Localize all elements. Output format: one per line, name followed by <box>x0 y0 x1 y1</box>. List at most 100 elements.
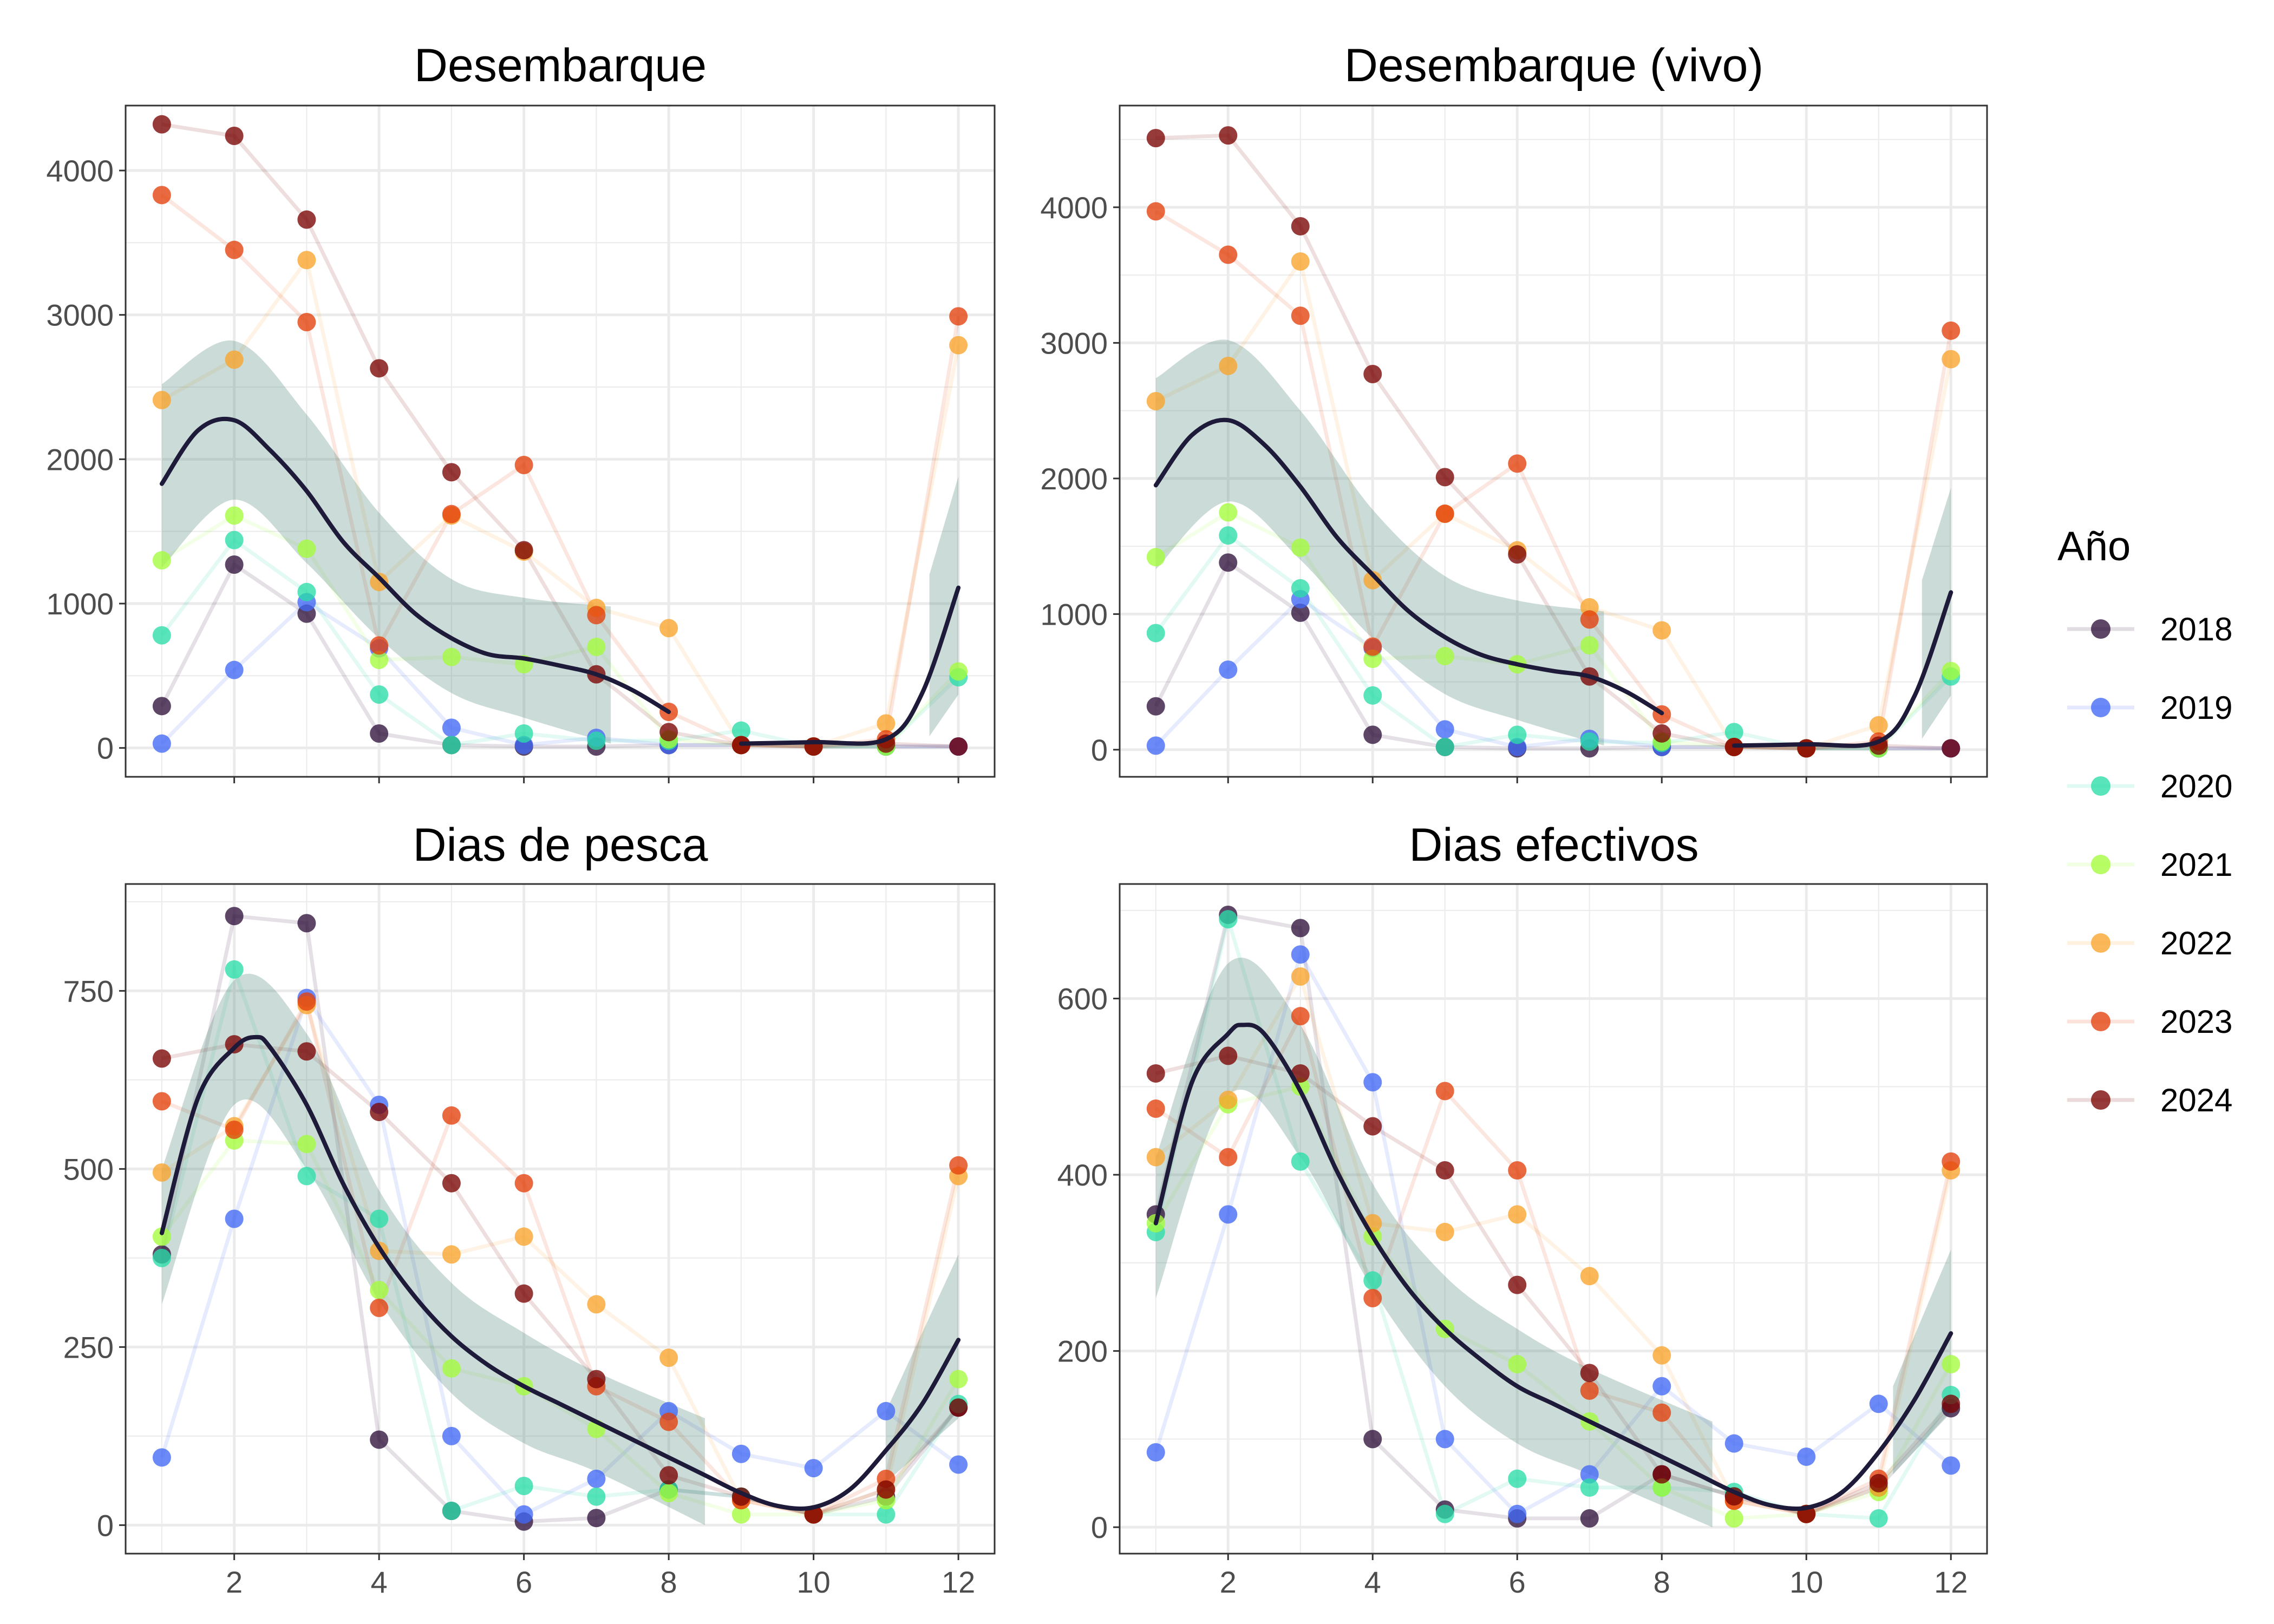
point-2024-12 <box>1942 1394 1961 1413</box>
gridlines <box>1120 106 1987 777</box>
x-tick-label: 12 <box>942 1565 975 1599</box>
point-2020-6 <box>514 724 533 743</box>
point-2018-3 <box>1291 919 1310 938</box>
legend-label: 2020 <box>2160 768 2232 804</box>
point-2023-6 <box>514 1174 533 1193</box>
point-2022-4 <box>1363 571 1382 590</box>
point-2023-4 <box>370 1298 389 1317</box>
point-2020-7 <box>1580 732 1599 751</box>
point-2018-7 <box>587 1509 606 1528</box>
point-2019-12 <box>949 1455 968 1474</box>
point-2024-6 <box>1508 545 1527 564</box>
point-2023-2 <box>225 240 244 259</box>
point-2021-12 <box>1942 662 1961 680</box>
panel-title: Dias efectivos <box>1409 819 1698 871</box>
y-tick-label: 3000 <box>46 298 114 332</box>
point-2020-2 <box>225 960 244 979</box>
point-2022-8 <box>1652 1346 1671 1365</box>
point-2023-3 <box>1291 306 1310 325</box>
panel-title: Dias de pesca <box>413 819 708 871</box>
series-line-2023 <box>161 996 960 1517</box>
point-2021-4 <box>370 651 389 669</box>
point-2020-11 <box>877 1505 896 1524</box>
point-2021-12 <box>949 1370 968 1389</box>
point-2021-3 <box>297 539 316 558</box>
point-2018-4 <box>1363 725 1382 744</box>
point-2018-4 <box>370 1430 389 1449</box>
point-2024-6 <box>1508 1275 1527 1294</box>
series-line-2022 <box>1154 972 1953 1516</box>
point-2024-3 <box>297 210 316 229</box>
point-2022-8 <box>659 619 678 638</box>
legend-key-point <box>2091 698 2110 717</box>
y-tick-label: 750 <box>63 974 114 1008</box>
point-2022-4 <box>370 573 389 591</box>
point-2019-7 <box>587 1469 606 1488</box>
point-2018-3 <box>297 914 316 933</box>
point-2022-2 <box>1219 1090 1238 1109</box>
point-2022-1 <box>1146 392 1165 411</box>
point-2023-3 <box>297 992 316 1011</box>
y-tick-label: 0 <box>1091 733 1108 767</box>
smooth-line-1 <box>1153 1023 1953 1511</box>
series-line-2020 <box>1154 912 1953 1521</box>
point-2020-4 <box>370 1209 389 1228</box>
point-2024-12 <box>949 1398 968 1417</box>
legend-label: 2023 <box>2160 1004 2232 1040</box>
smooth-line-2 <box>1731 590 1953 748</box>
point-2018-2 <box>225 907 244 926</box>
point-2021-2 <box>1219 503 1238 522</box>
point-2021-12 <box>1942 1355 1961 1374</box>
point-2022-6 <box>1508 1205 1527 1224</box>
point-2021-9 <box>731 1505 750 1524</box>
point-2022-12 <box>949 336 968 355</box>
point-2021-1 <box>152 1227 171 1246</box>
point-2020-4 <box>1363 686 1382 705</box>
point-2023-12 <box>1942 321 1961 340</box>
point-2021-8 <box>659 1484 678 1503</box>
series-line-2020 <box>160 962 960 1517</box>
point-2019-6 <box>1508 1504 1527 1523</box>
point-2021-5 <box>442 1359 461 1378</box>
point-2022-1 <box>152 1163 171 1182</box>
panel-dias-de-pesca: Dias de pesca 0 250 500 750 2 4 6 8 10 12 <box>63 819 996 1599</box>
legend-key-point <box>2091 776 2110 796</box>
point-2022-7 <box>587 1295 606 1314</box>
legend-key-point <box>2091 933 2110 953</box>
point-2019-5 <box>1435 1430 1454 1449</box>
x-tick-label: 12 <box>1934 1565 1968 1599</box>
series-line-2019 <box>1154 597 1951 750</box>
panel-desembarque: Desembarque 0 1000 2000 3000 4000 <box>46 40 996 783</box>
point-2023-3 <box>1291 1007 1310 1026</box>
point-2019-2 <box>1219 1205 1238 1224</box>
y-tick-label: 0 <box>97 731 114 765</box>
legend-label: 2024 <box>2160 1082 2232 1118</box>
point-2019-1 <box>1146 736 1165 755</box>
point-2022-12 <box>1942 350 1961 369</box>
point-2019-11 <box>1869 1394 1888 1413</box>
point-2019-8 <box>1652 1377 1671 1396</box>
series-line-2020 <box>160 537 960 749</box>
point-2020-11 <box>1869 1509 1888 1528</box>
point-2024-4 <box>370 1103 389 1122</box>
series-line-2018 <box>1154 912 1952 1521</box>
point-2024-3 <box>297 1042 316 1061</box>
point-2021-6 <box>1508 1355 1527 1374</box>
point-2020-1 <box>152 1248 171 1267</box>
confidence-band-1 <box>1155 339 1604 746</box>
series-line-2019 <box>160 993 960 1517</box>
y-tick-label: 400 <box>1057 1158 1108 1192</box>
point-2020-5 <box>442 1502 461 1521</box>
x-tick-label: 6 <box>515 1565 532 1599</box>
point-2020-3 <box>297 1167 316 1186</box>
panel-border <box>1119 104 1988 778</box>
series-line-2024 <box>1155 133 1951 750</box>
point-2023-6 <box>1508 454 1527 473</box>
point-2021-7 <box>1580 636 1599 655</box>
plot-area <box>1120 106 1987 777</box>
point-2023-1 <box>1146 1099 1165 1118</box>
legend-key-point <box>2091 855 2110 874</box>
confidence-band-1 <box>161 973 705 1525</box>
point-2020-4 <box>370 685 389 704</box>
